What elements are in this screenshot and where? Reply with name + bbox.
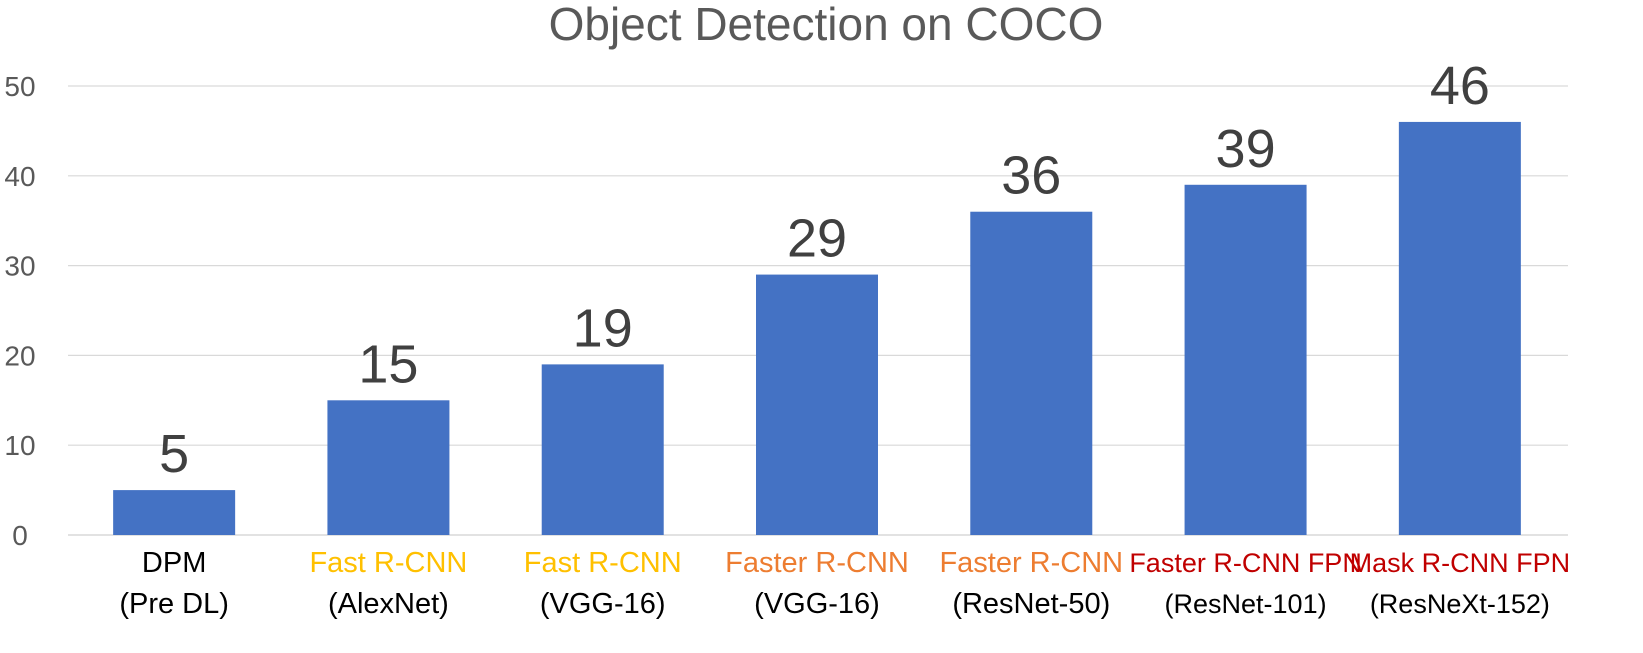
category-label-backbone: (ResNet-50) [952, 588, 1110, 620]
category-label-name: Faster R-CNN [725, 547, 909, 579]
category-label-backbone: (Pre DL) [119, 588, 229, 620]
bar [113, 490, 236, 535]
x-axis-category-labels: DPM (Pre DL) Fast R-CNN (AlexNet) Fast R-CNN… [119, 547, 1570, 620]
y-tick-label: 50 [4, 71, 35, 102]
data-label: 46 [1430, 56, 1490, 116]
category-label-backbone: (AlexNet) [328, 588, 449, 620]
data-label: 5 [159, 424, 189, 484]
y-tick-label: 10 [4, 430, 35, 461]
category-label-name: Faster R-CNN FPN [1129, 548, 1362, 578]
bar [970, 211, 1093, 535]
data-labels: 5 15 19 29 36 39 46 [159, 56, 1490, 484]
category-label-name: Fast R-CNN [309, 547, 467, 579]
y-tick-label: 40 [4, 161, 35, 192]
category-label-backbone: (VGG-16) [540, 588, 666, 620]
data-label: 39 [1216, 119, 1276, 179]
bar [327, 400, 450, 535]
category-label-name: DPM [142, 547, 206, 579]
category-label-name: Fast R-CNN [524, 547, 682, 579]
category-label-backbone: (VGG-16) [754, 588, 880, 620]
chart-title: Object Detection on COCO [549, 0, 1104, 50]
category-label-name: Faster R-CNN [939, 547, 1123, 579]
y-tick-label: 20 [4, 340, 35, 371]
category-label-backbone: (ResNeXt-152) [1370, 589, 1550, 619]
data-label: 29 [787, 209, 847, 269]
bars [113, 121, 1521, 536]
data-label: 15 [358, 334, 418, 394]
bar [756, 274, 878, 535]
bar [1398, 121, 1521, 536]
y-tick-label: 0 [12, 520, 28, 551]
bar [541, 364, 664, 535]
category-label-backbone: (ResNet-101) [1165, 589, 1327, 619]
data-label: 36 [1001, 146, 1061, 206]
y-tick-label: 30 [4, 251, 35, 282]
category-label-name: Mask R-CNN FPN [1350, 548, 1571, 578]
data-label: 19 [573, 298, 633, 358]
bar [1184, 184, 1307, 535]
y-axis-tick-labels: 0 10 20 30 40 50 [4, 71, 35, 551]
